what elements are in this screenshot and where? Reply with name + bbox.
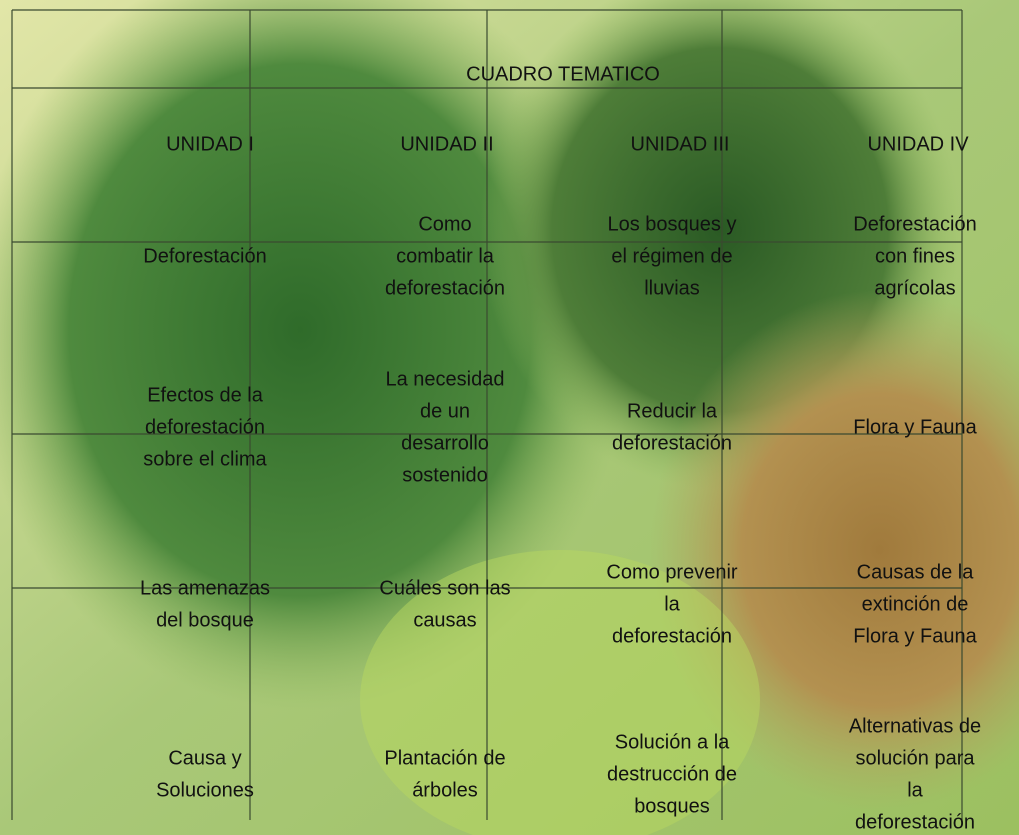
light-patch	[360, 550, 760, 835]
cell-text: la	[907, 779, 923, 801]
cell-text: Las amenazas	[140, 577, 270, 599]
cell-text: el régimen de	[611, 245, 732, 267]
cell-text: Reducir la	[627, 400, 718, 422]
cell-text: Los bosques y	[608, 213, 737, 235]
cell-text: Como prevenir	[606, 561, 738, 583]
cell-text: agrícolas	[874, 277, 955, 299]
cell-text: Plantación de	[384, 747, 505, 769]
cell-text: deforestación	[145, 416, 265, 438]
cell-text: Causas de la	[857, 561, 975, 583]
cell-text: causas	[413, 609, 476, 631]
cell-text: Soluciones	[156, 779, 254, 801]
cell-text: solución para	[856, 747, 976, 769]
column-header: UNIDAD III	[631, 133, 730, 155]
cell-text: la	[664, 593, 680, 615]
cell-text: deforestación	[612, 625, 732, 647]
cell-text: La necesidad	[386, 368, 505, 390]
title: CUADRO TEMATICO	[466, 63, 660, 85]
cell-text: de un	[420, 400, 470, 422]
forest-left	[0, 0, 630, 710]
column-header: UNIDAD IV	[867, 133, 969, 155]
cell-text: Cuáles son las	[379, 577, 510, 599]
cell-text: Flora y Fauna	[853, 625, 977, 647]
column-header: UNIDAD II	[400, 133, 493, 155]
cell-text: del bosque	[156, 609, 254, 631]
cell-text: Deforestación	[143, 245, 266, 267]
cell-text: extinción de	[862, 593, 969, 615]
cell-text: sostenido	[402, 464, 488, 486]
cell-text: desarrollo	[401, 432, 489, 454]
cell-text: Deforestación	[853, 213, 976, 235]
cell-text: sobre el clima	[143, 448, 267, 470]
cell-text: Efectos de la	[147, 384, 264, 406]
column-header: UNIDAD I	[166, 133, 254, 155]
grid	[11, 9, 963, 820]
cell-text: combatir la	[396, 245, 495, 267]
cell-text: lluvias	[644, 277, 700, 299]
cell-text: Causa y	[168, 747, 241, 769]
cell-text: con fines	[875, 245, 955, 267]
cell-text: Como	[418, 213, 471, 235]
cell-text: árboles	[412, 779, 478, 801]
cell-text: deforestación	[385, 277, 505, 299]
cell-text: deforestación	[855, 811, 975, 833]
cell-text: Solución a la	[615, 731, 730, 753]
cell-text: Alternativas de	[849, 715, 981, 737]
cell-text: deforestación	[612, 432, 732, 454]
cell-text: Flora y Fauna	[853, 416, 977, 438]
cell-text: bosques	[634, 795, 710, 817]
cell-text: destrucción de	[607, 763, 737, 785]
